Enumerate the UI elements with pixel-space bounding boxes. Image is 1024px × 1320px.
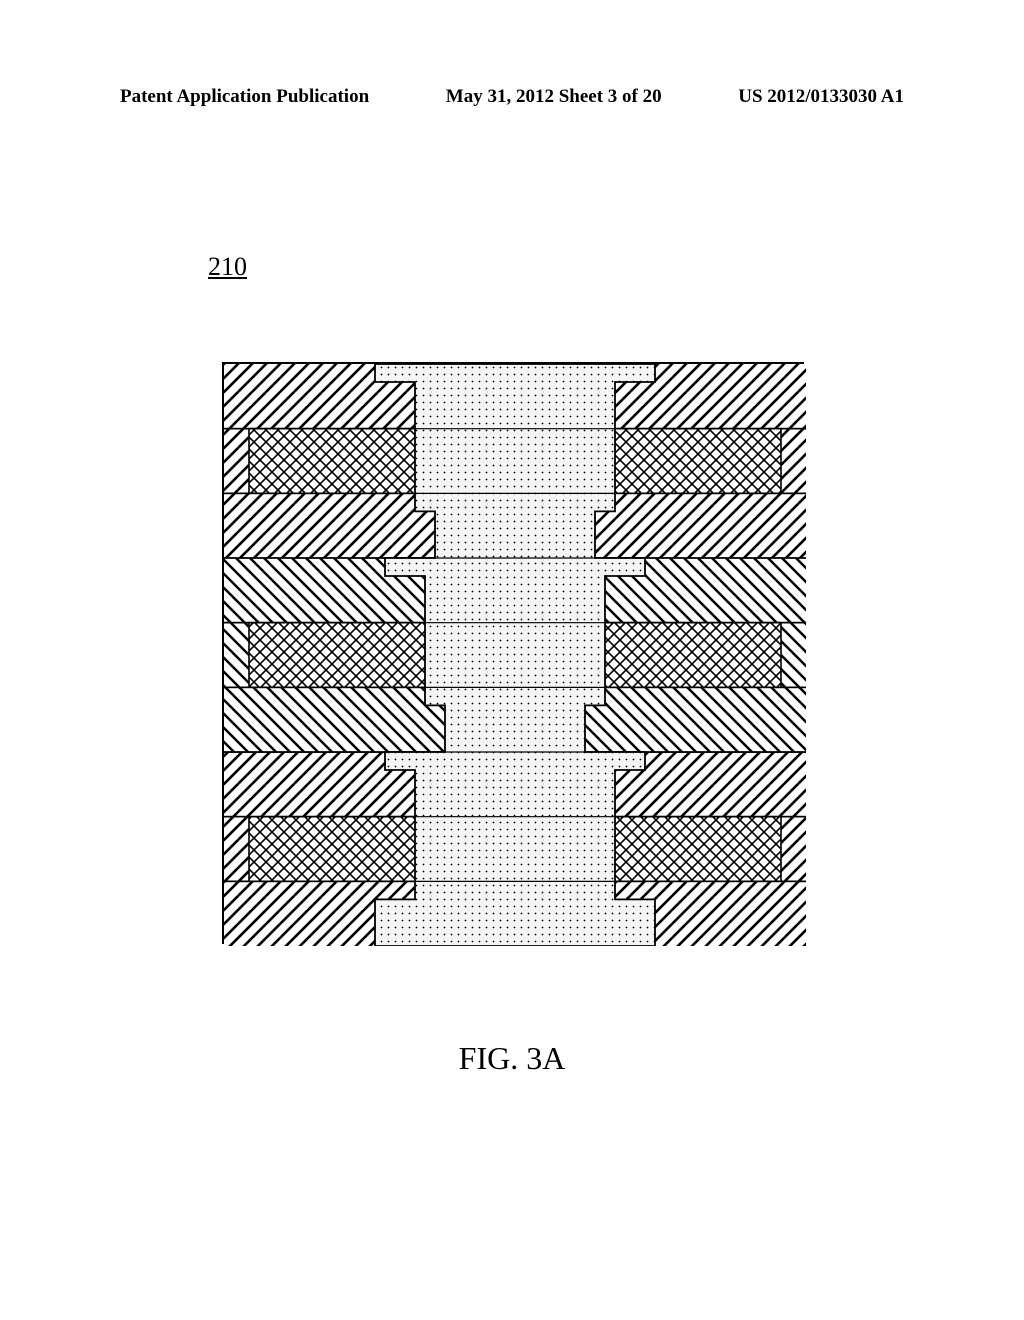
header-center: May 31, 2012 Sheet 3 of 20: [446, 86, 662, 108]
header-right: US 2012/0133030 A1: [738, 86, 904, 108]
page-header: Patent Application Publication May 31, 2…: [0, 86, 1024, 108]
figure-diagram: [222, 362, 804, 944]
figure-caption: FIG. 3A: [0, 1040, 1024, 1077]
cross-section-svg: [224, 364, 806, 946]
reference-numeral: 210: [208, 252, 247, 282]
header-left: Patent Application Publication: [120, 86, 369, 108]
